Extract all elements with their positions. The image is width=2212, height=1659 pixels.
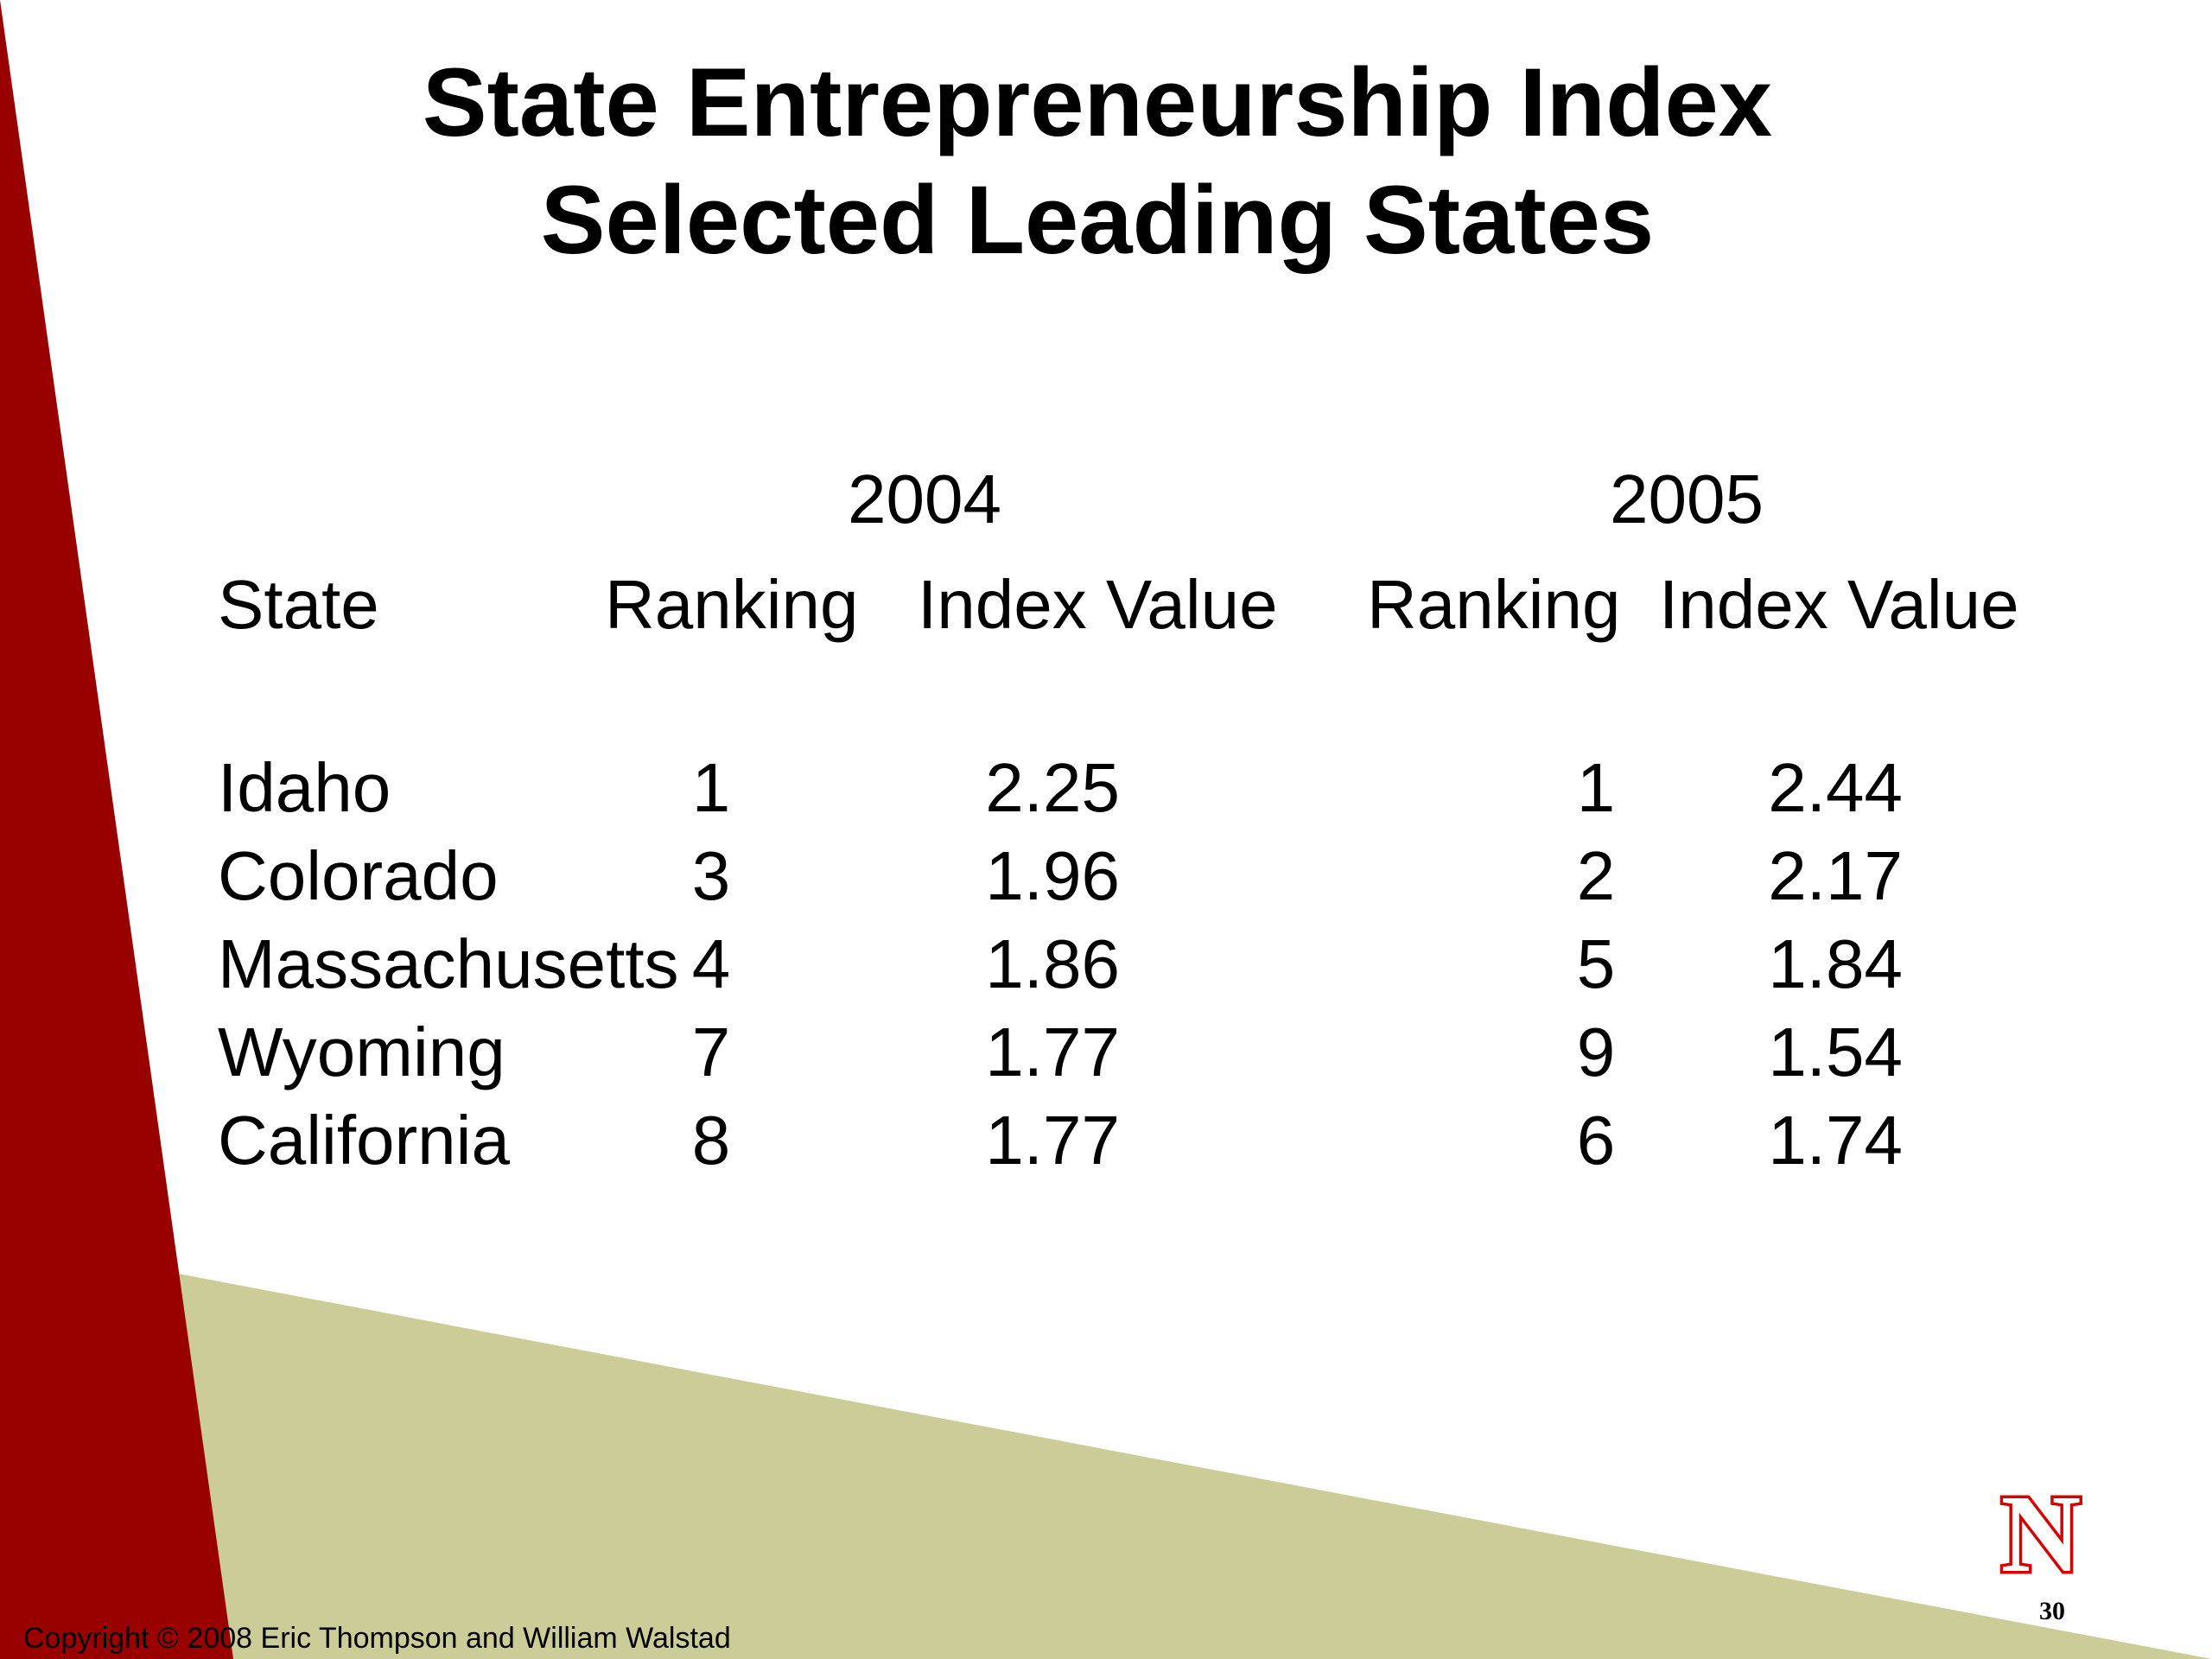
year-header-2004: 2004 — [848, 461, 1001, 537]
svg-text:N: N — [2001, 1484, 2081, 1581]
slide-title: State Entrepreneurship Index — [422, 48, 1773, 156]
ranking-2005: 1 — [1576, 749, 1616, 826]
ranking-2004: 8 — [691, 1102, 731, 1179]
index-value-2004: 1.96 — [985, 837, 1120, 914]
slide-number: 30 — [2039, 1597, 2065, 1625]
ranking-2004: 7 — [691, 1014, 731, 1090]
column-header-index-2005: Index Value — [1659, 566, 2019, 643]
state-name: Massachusetts — [218, 925, 679, 1002]
olive-band — [0, 1240, 2212, 1659]
ranking-2005: 9 — [1576, 1014, 1616, 1090]
index-value-2005: 2.44 — [1768, 749, 1903, 826]
index-value-2005: 1.74 — [1768, 1102, 1903, 1179]
ranking-2004: 3 — [691, 837, 731, 914]
index-value-2005: 2.17 — [1768, 837, 1903, 914]
copyright-notice: Copyright © 2008 Eric Thompson and Willi… — [23, 1622, 731, 1655]
index-value-2005: 1.84 — [1768, 925, 1903, 1002]
ranking-2005: 5 — [1576, 925, 1616, 1002]
year-header-2005: 2005 — [1610, 461, 1764, 537]
state-name: Idaho — [218, 749, 391, 826]
ranking-2005: 2 — [1576, 837, 1616, 914]
state-name: Wyoming — [218, 1014, 505, 1090]
column-header-state: State — [218, 566, 379, 643]
index-value-2004: 2.25 — [985, 749, 1120, 826]
index-value-2004: 1.77 — [985, 1102, 1120, 1179]
index-value-2005: 1.54 — [1768, 1014, 1903, 1090]
nebraska-n-logo: N — [1998, 1484, 2083, 1581]
column-header-ranking-2005: Ranking — [1367, 566, 1621, 643]
red-band — [0, 0, 233, 1659]
ranking-2005: 6 — [1576, 1102, 1616, 1179]
ranking-2004: 4 — [691, 925, 731, 1002]
column-header-ranking-2004: Ranking — [605, 566, 859, 643]
index-value-2004: 1.77 — [985, 1014, 1120, 1090]
index-value-2004: 1.86 — [985, 925, 1120, 1002]
state-name: Colorado — [218, 837, 499, 914]
column-header-index-2004: Index Value — [918, 566, 1278, 643]
ranking-2004: 1 — [691, 749, 731, 826]
state-name: California — [218, 1102, 510, 1179]
slide-subtitle: Selected Leading States — [540, 166, 1655, 274]
